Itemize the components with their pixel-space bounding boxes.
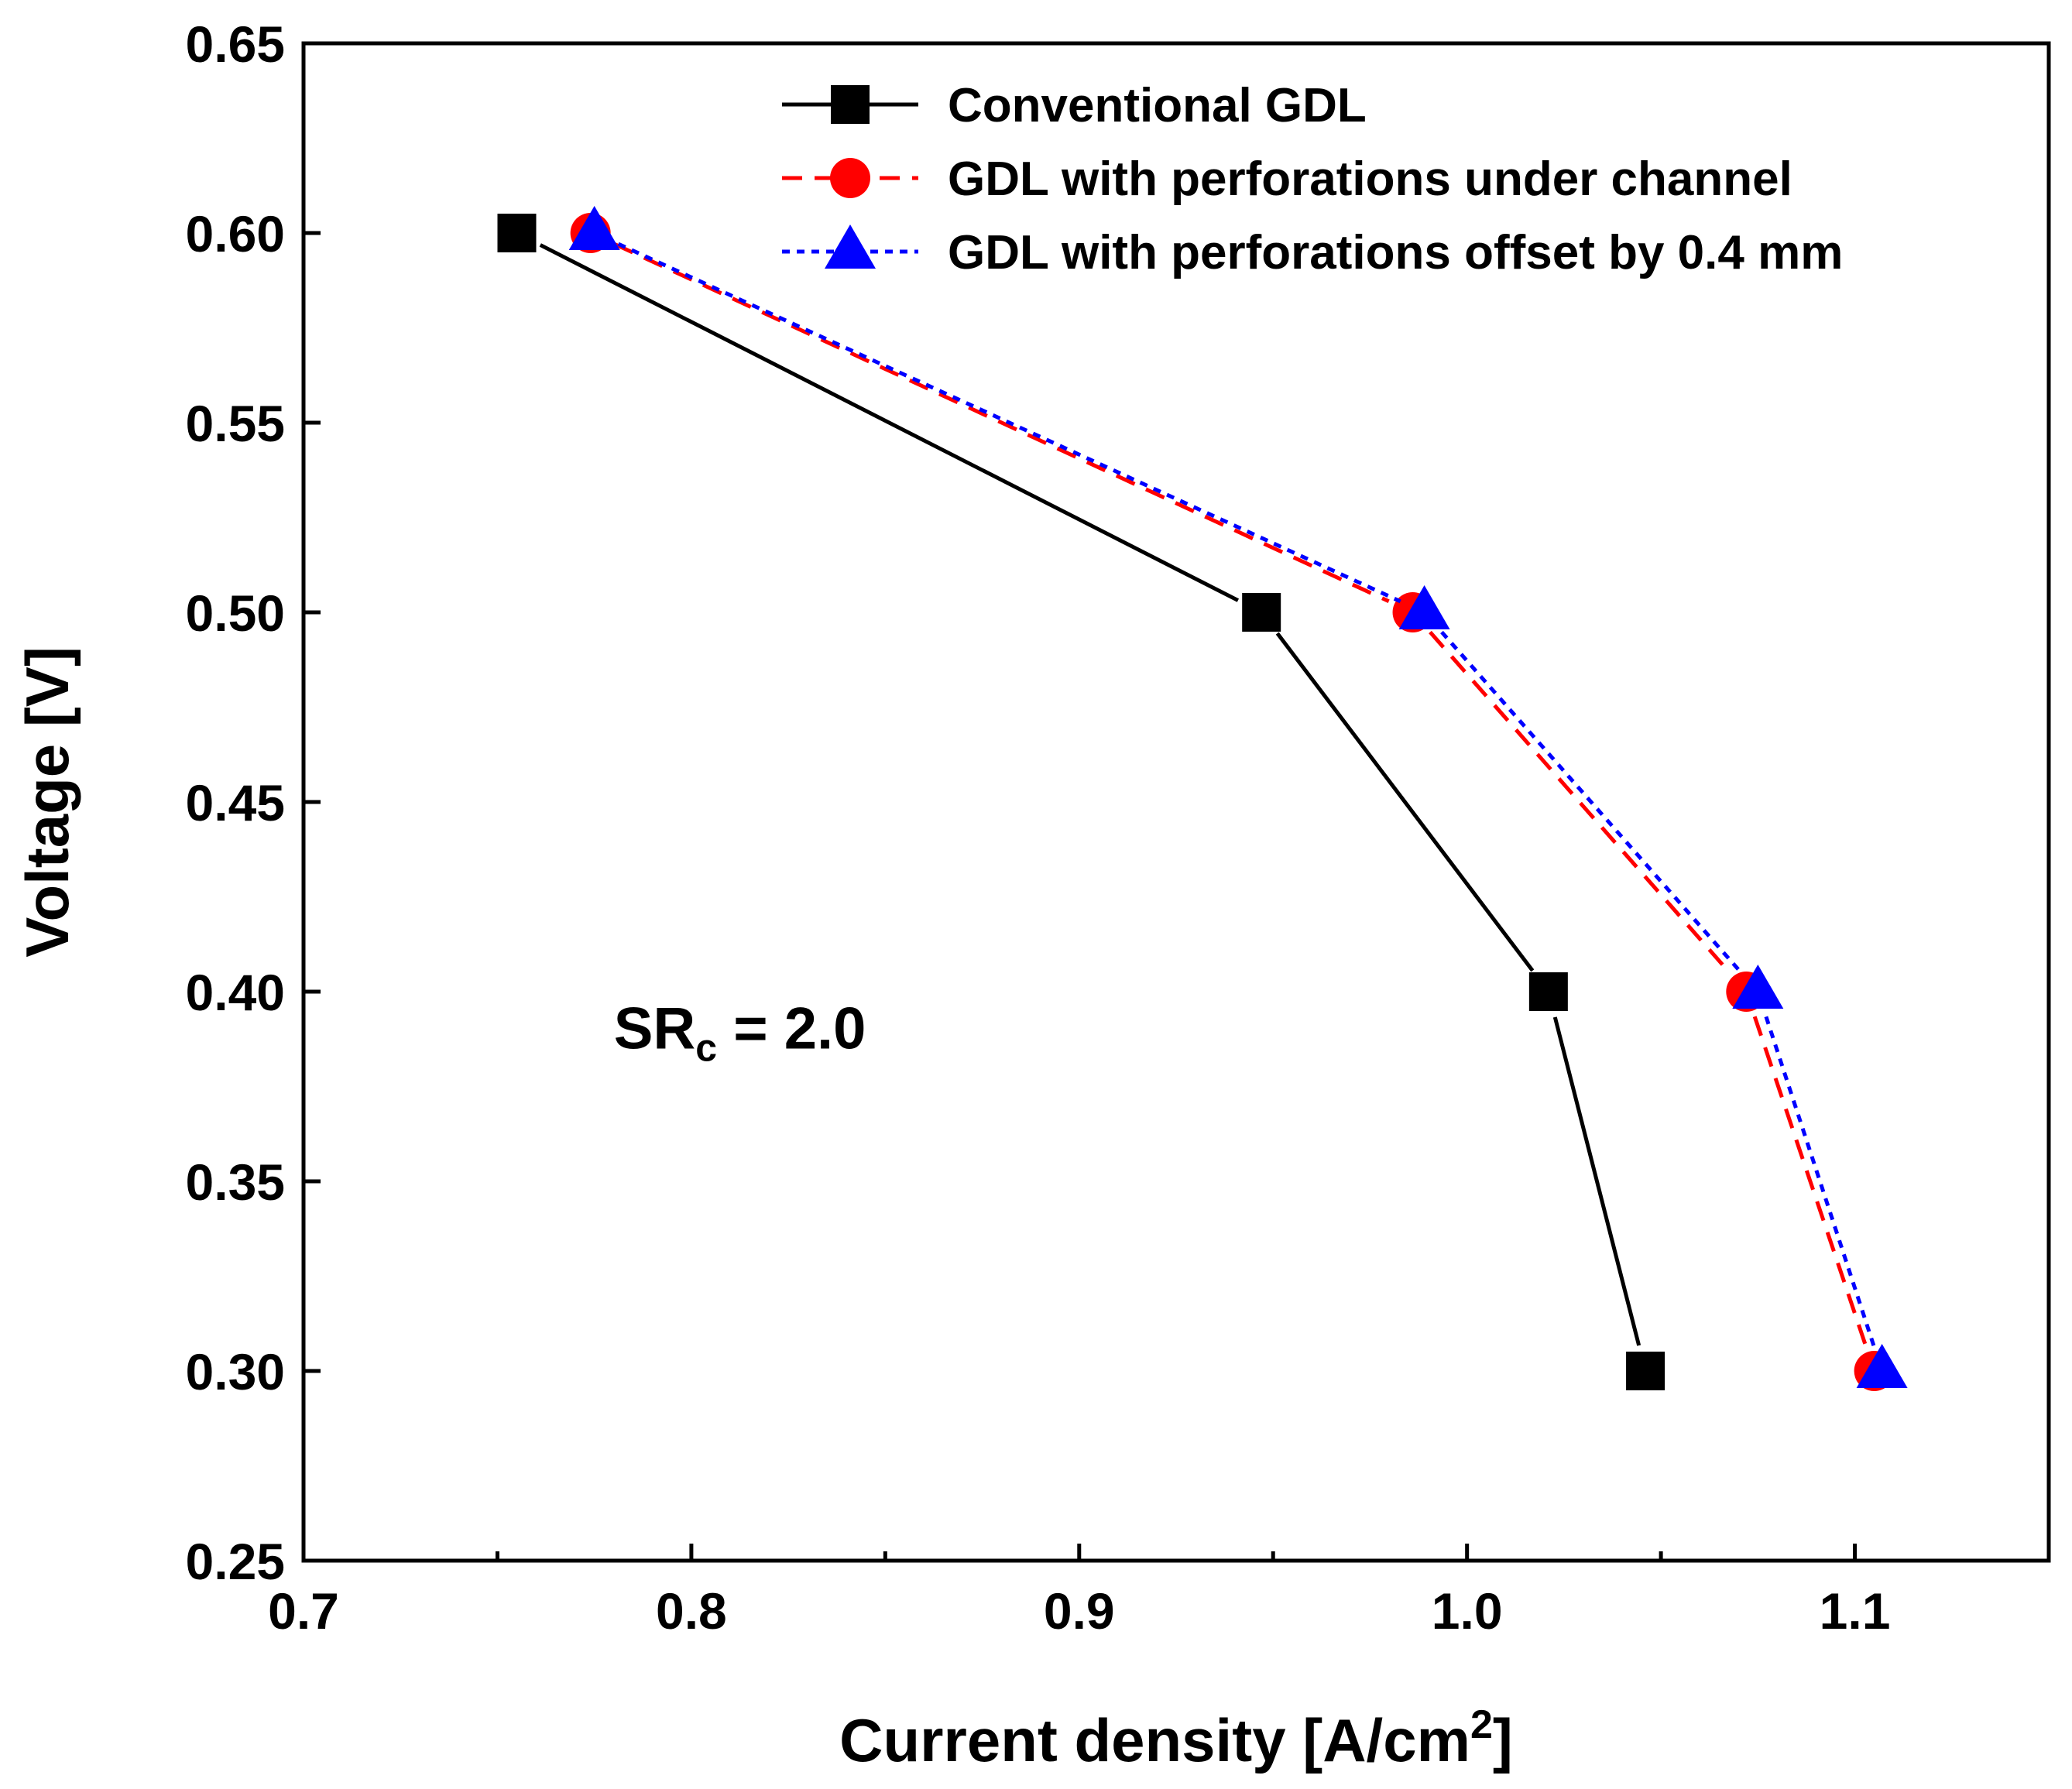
y-axis-title: Voltage [V] [13, 646, 81, 958]
legend-label: Conventional GDL [948, 79, 1367, 132]
series-line-segment [1752, 1016, 1868, 1347]
y-tick-label: 0.65 [186, 15, 285, 73]
series-line-segment [1552, 1016, 1641, 1346]
legend-label: GDL with perforations offset by 0.4 mm [948, 226, 1843, 279]
square-marker [1626, 1352, 1665, 1390]
series-line-segment [539, 243, 1240, 602]
legend: Conventional GDL GDL with perforations un… [782, 79, 1843, 279]
y-tick-label: 0.50 [186, 584, 285, 642]
x-axis-title-main: Current density [A/cm [839, 1706, 1470, 1774]
x-tick-label: 1.1 [1820, 1582, 1891, 1640]
legend-label: GDL with perforations under channel [948, 153, 1792, 206]
triangle-marker [1856, 1344, 1908, 1388]
y-tick-label: 0.60 [186, 205, 285, 262]
y-tick-label: 0.55 [186, 395, 285, 452]
triangle-marker [1732, 965, 1784, 1009]
x-tick-label: 0.9 [1044, 1582, 1115, 1640]
series-2 [570, 213, 1895, 1391]
square-marker [1528, 972, 1568, 1011]
x-axis-title-superscript: 2 [1470, 1702, 1493, 1747]
y-tick-label: 0.40 [186, 964, 285, 1021]
series-line-segment [1440, 630, 1742, 974]
x-axis-title-end: ] [1493, 1706, 1513, 1774]
series-line-segment [1275, 632, 1535, 972]
y-tick-label: 0.45 [186, 774, 285, 831]
square-marker [497, 214, 537, 252]
series-layer [497, 206, 1908, 1391]
annotation-main: SR [614, 996, 696, 1062]
stoichiometry-annotation: SRc = 2.0 [614, 996, 866, 1070]
circle-marker [830, 158, 870, 198]
series-line-segment [613, 242, 1390, 604]
x-tick-label: 1.0 [1432, 1582, 1503, 1640]
triangle-marker [1398, 585, 1450, 629]
series-line-segment [1429, 630, 1731, 974]
square-marker [831, 85, 870, 124]
annotation-subscript: c [695, 1026, 717, 1070]
annotation-rest: = 2.0 [717, 996, 866, 1062]
square-marker [1242, 593, 1281, 632]
x-axis-title: Current density [A/cm2] [839, 1702, 1513, 1774]
x-tick-label: 0.8 [656, 1582, 727, 1640]
triangle-marker [825, 224, 876, 269]
axis-ticks: 0.7 0.8 0.9 1.0 1.1 0.25 0.30 0.35 0.40 0.45 0.50 0… [186, 15, 1891, 1640]
y-tick-label: 0.35 [186, 1153, 285, 1211]
series-1 [497, 214, 1665, 1390]
y-tick-label: 0.30 [186, 1343, 285, 1400]
plot-frame [301, 41, 2051, 1563]
series-line-segment [617, 242, 1401, 604]
y-tick-label: 0.25 [186, 1533, 285, 1590]
series-line-segment [1764, 1016, 1876, 1347]
x-tick-label: 0.7 [268, 1582, 339, 1640]
triangle-marker [568, 206, 620, 250]
series-3 [568, 206, 1908, 1388]
